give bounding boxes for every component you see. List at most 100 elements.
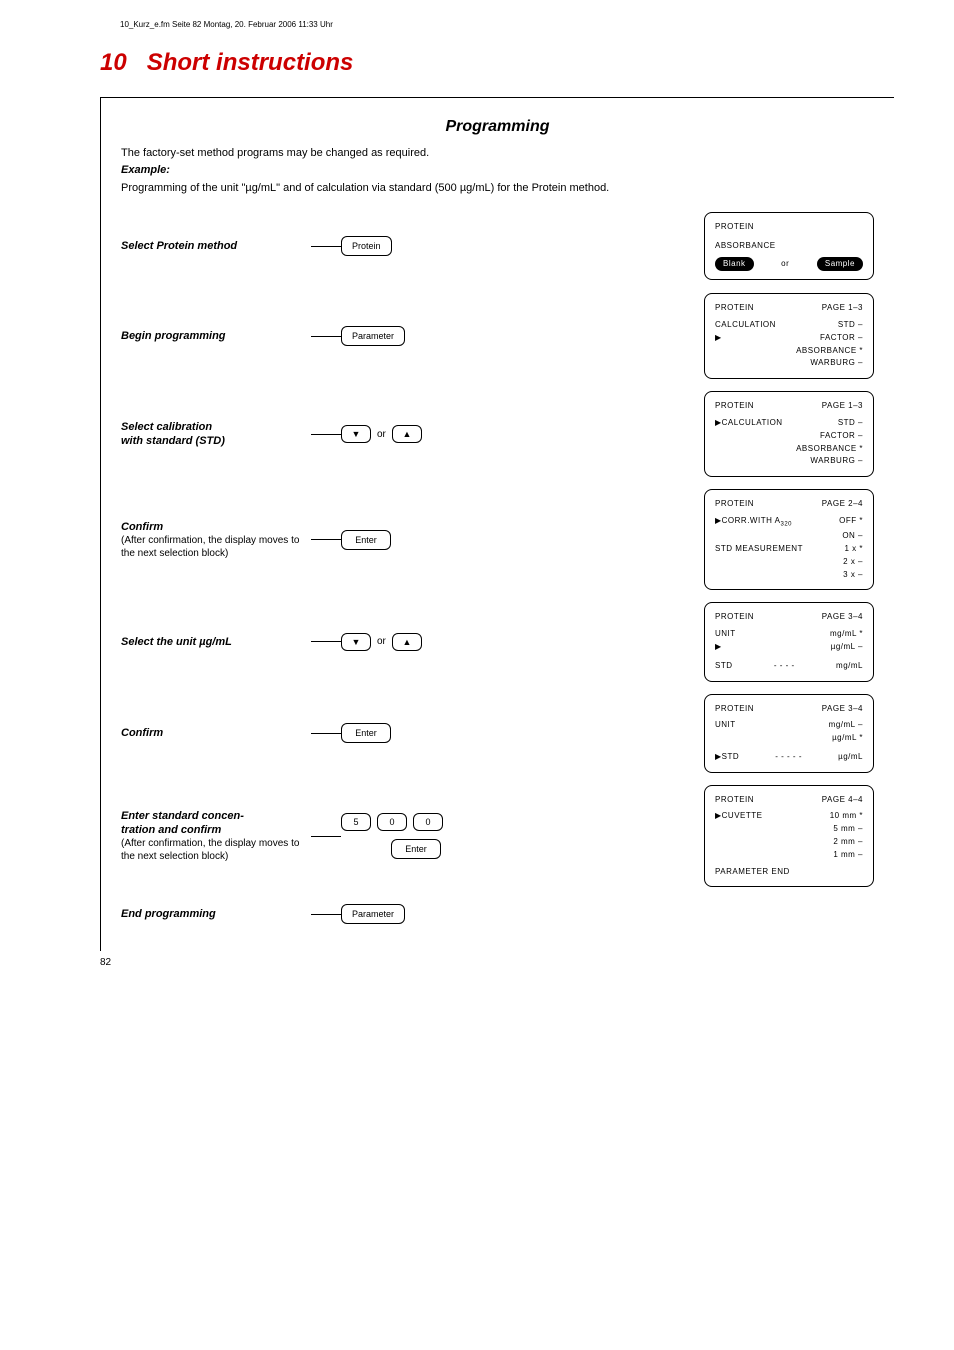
step-confirm-2: Confirm <box>121 726 311 740</box>
lcd-text: CALCULATION <box>715 319 776 332</box>
step-enter-std: Enter standard concen- tration and confi… <box>121 809 311 864</box>
enter-button[interactable]: Enter <box>391 839 441 859</box>
screen-page-1-3a: PROTEIN PAGE 1–3 CALCULATION STD – ▶ FACTOR… <box>704 293 874 379</box>
step-text: Select calibration <box>121 421 212 433</box>
example-label: Example: <box>121 164 170 176</box>
cursor-icon: ▶ <box>715 332 722 345</box>
lcd-text: PARAMETER END <box>715 866 790 879</box>
lcd-text: WARBURG – <box>810 455 863 468</box>
step-select-unit: Select the unit µg/mL <box>121 635 311 649</box>
lcd-text: ON – <box>842 530 863 543</box>
parameter-button[interactable]: Parameter <box>341 904 405 924</box>
lcd-text: µg/mL * <box>832 732 863 745</box>
lcd-text: STD – <box>838 417 863 430</box>
enter-button[interactable]: Enter <box>341 530 391 550</box>
cursor-icon: ▶ <box>715 641 722 654</box>
lcd-text: STD MEASUREMENT <box>715 543 803 556</box>
parameter-button[interactable]: Parameter <box>341 326 405 346</box>
content-frame: Programming The factory-set method progr… <box>100 97 894 951</box>
screen-page-3-4b: PROTEIN PAGE 3–4 UNIT mg/mL – µg/mL * ▶STD… <box>704 694 874 773</box>
lcd-text: PAGE 4–4 <box>822 794 863 807</box>
lcd-text: ▶CALCULATION <box>715 417 783 430</box>
screen-page-4-4: PROTEIN PAGE 4–4 ▶CUVETTE 10 mm * 5 mm – 2… <box>704 785 874 888</box>
lcd-text: mg/mL * <box>830 628 863 641</box>
digit-0-button[interactable]: 0 <box>413 813 443 831</box>
digit-5-button[interactable]: 5 <box>341 813 371 831</box>
down-button[interactable]: ▼ <box>341 633 371 651</box>
chapter-number: 10 <box>100 49 127 76</box>
lcd-text: 2 mm – <box>833 836 863 849</box>
or-text: or <box>781 258 789 271</box>
lcd-text: 5 mm – <box>833 823 863 836</box>
screen-page-2-4: PROTEINPAGE 2–4 ▶CORR.WITH A320OFF * ON … <box>704 489 874 590</box>
lcd-text: 320 <box>780 522 792 528</box>
lcd-text: STD <box>715 660 733 673</box>
lcd-text: WARBURG – <box>810 357 863 370</box>
intro-line-2: Programming of the unit "µg/mL" and of c… <box>121 181 874 196</box>
enter-button[interactable]: Enter <box>341 723 391 743</box>
step-subtext: (After confirmation, the display moves t… <box>121 837 311 863</box>
step-subtext: (After confirmation, the display moves t… <box>121 534 311 560</box>
lcd-text: PROTEIN <box>715 302 754 315</box>
lcd-text: PROTEIN <box>715 221 754 234</box>
screen-page-1-3b: PROTEIN PAGE 1–3 ▶CALCULATION STD – FACTOR… <box>704 391 874 477</box>
flow-diagram: Select Protein method Protein PROTEIN AB… <box>121 211 874 929</box>
step-text: with standard (STD) <box>121 435 225 447</box>
lcd-text: - - - - <box>774 660 795 673</box>
screen-page-3-4a: PROTEIN PAGE 3–4 UNIT mg/mL * ▶ µg/mL – STD… <box>704 602 874 681</box>
or-text: or <box>377 429 386 440</box>
lcd-text: ▶CORR.WITH A <box>715 516 780 525</box>
lcd-text: ▶CUVETTE <box>715 810 763 823</box>
step-end-programming: End programming <box>121 907 311 921</box>
lcd-text: 1 mm – <box>833 849 863 862</box>
chapter-title: 10 Short instructions <box>100 49 914 77</box>
lcd-text: 2 x – <box>843 556 863 569</box>
screen-protein-absorbance: PROTEIN ABSORBANCE Blank or Sample <box>704 212 874 280</box>
up-button[interactable]: ▲ <box>392 633 422 651</box>
lcd-text: FACTOR – <box>820 430 863 443</box>
section-title: Programming <box>121 118 874 136</box>
sample-pill: Sample <box>817 257 863 272</box>
step-confirm-1: Confirm (After confirmation, the display… <box>121 520 311 560</box>
lcd-text: PAGE 2–4 <box>822 498 863 511</box>
lcd-text: mg/mL <box>836 660 863 673</box>
lcd-text: PAGE 3–4 <box>822 703 863 716</box>
step-select-calibration: Select calibration with standard (STD) <box>121 420 311 449</box>
lcd-text: FACTOR – <box>820 332 863 345</box>
lcd-text: - - - - - <box>775 751 802 764</box>
lcd-text: µg/mL – <box>831 641 863 654</box>
lcd-text: PROTEIN <box>715 611 754 624</box>
blank-pill: Blank <box>715 257 754 272</box>
lcd-text: µg/mL <box>838 751 863 764</box>
or-text: or <box>377 636 386 647</box>
lcd-text: PROTEIN <box>715 400 754 413</box>
lcd-text: 10 mm * <box>830 810 863 823</box>
step-select-protein: Select Protein method <box>121 239 311 253</box>
lcd-text: STD – <box>838 319 863 332</box>
lcd-text: OFF * <box>839 515 863 530</box>
lcd-text: PAGE 1–3 <box>822 400 863 413</box>
lcd-text: PAGE 1–3 <box>822 302 863 315</box>
lcd-text: mg/mL – <box>829 719 863 732</box>
lcd-text: ▶STD <box>715 751 739 764</box>
protein-button[interactable]: Protein <box>341 236 392 256</box>
intro-line-1: The factory-set method programs may be c… <box>121 146 874 161</box>
step-text: Enter standard concen- <box>121 810 244 822</box>
lcd-text: PROTEIN <box>715 794 754 807</box>
step-text: tration and confirm <box>121 824 221 836</box>
lcd-text: ABSORBANCE * <box>796 345 863 358</box>
down-button[interactable]: ▼ <box>341 425 371 443</box>
lcd-text: PROTEIN <box>715 703 754 716</box>
page-number: 82 <box>100 957 914 968</box>
step-text: Confirm <box>121 521 163 533</box>
lcd-text: ABSORBANCE * <box>796 443 863 456</box>
up-button[interactable]: ▲ <box>392 425 422 443</box>
lcd-text: UNIT <box>715 628 736 641</box>
lcd-text: 3 x – <box>843 569 863 582</box>
lcd-text: ABSORBANCE <box>715 240 776 253</box>
digit-0-button[interactable]: 0 <box>377 813 407 831</box>
lcd-text: UNIT <box>715 719 736 732</box>
lcd-text: PAGE 3–4 <box>822 611 863 624</box>
step-begin-programming: Begin programming <box>121 329 311 343</box>
lcd-text: 1 x * <box>844 543 863 556</box>
